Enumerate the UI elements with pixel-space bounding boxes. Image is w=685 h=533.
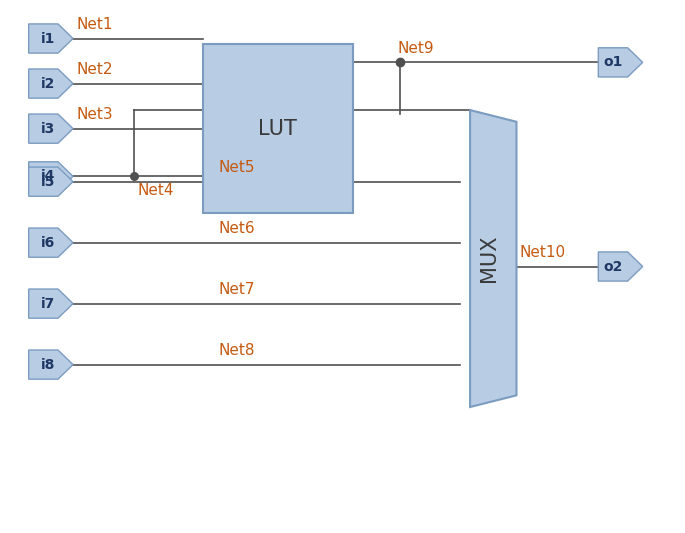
Text: Net3: Net3 — [77, 107, 113, 122]
Text: Net9: Net9 — [397, 41, 434, 56]
Text: Net4: Net4 — [138, 183, 175, 198]
Text: Net10: Net10 — [520, 245, 566, 260]
Text: i5: i5 — [40, 175, 55, 189]
Text: LUT: LUT — [258, 119, 297, 139]
Text: MUX: MUX — [479, 235, 499, 282]
Polygon shape — [598, 252, 643, 281]
Polygon shape — [29, 69, 73, 98]
Text: Net7: Net7 — [219, 282, 255, 297]
Polygon shape — [29, 114, 73, 143]
Text: o1: o1 — [603, 55, 623, 69]
Polygon shape — [470, 110, 516, 407]
Text: i2: i2 — [40, 77, 55, 91]
Polygon shape — [29, 228, 73, 257]
Text: i1: i1 — [40, 31, 55, 45]
Text: i7: i7 — [40, 297, 55, 311]
Polygon shape — [29, 289, 73, 318]
Text: Net5: Net5 — [219, 160, 255, 175]
Text: i4: i4 — [40, 169, 55, 183]
Polygon shape — [29, 162, 73, 191]
Text: Net8: Net8 — [219, 343, 255, 358]
Text: i6: i6 — [40, 236, 55, 249]
Text: o2: o2 — [603, 260, 623, 273]
Bar — [203, 44, 353, 214]
Text: Net6: Net6 — [219, 221, 255, 236]
Polygon shape — [29, 24, 73, 53]
Polygon shape — [29, 167, 73, 196]
Text: Net2: Net2 — [77, 62, 113, 77]
Text: i3: i3 — [40, 122, 55, 135]
Polygon shape — [598, 48, 643, 77]
Polygon shape — [29, 350, 73, 379]
Text: i8: i8 — [40, 358, 55, 372]
Text: Net1: Net1 — [77, 17, 113, 32]
